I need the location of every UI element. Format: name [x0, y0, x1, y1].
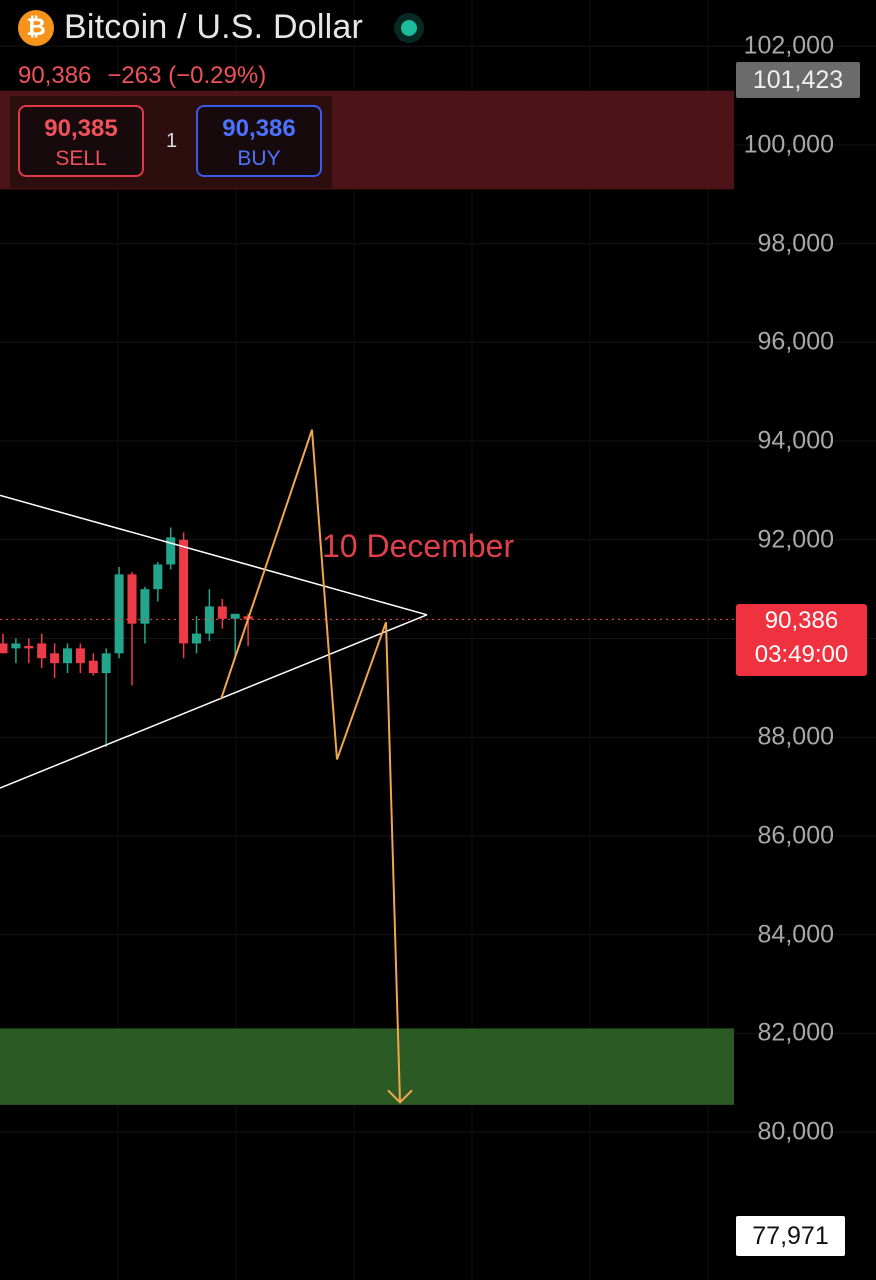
candle-body	[11, 643, 21, 649]
candle-body	[88, 660, 98, 674]
symbol-title[interactable]: Bitcoin / U.S. Dollar	[64, 8, 363, 46]
candle-body	[230, 613, 240, 619]
candle-body	[63, 648, 72, 664]
candle-body	[217, 606, 227, 619]
price-change: −263 (−0.29%)	[107, 62, 267, 89]
y-tick-label: 82,000	[757, 1018, 834, 1047]
y-tick-label: 96,000	[757, 327, 834, 356]
candle-body	[75, 648, 85, 664]
projection-arrowhead	[387, 1089, 413, 1104]
trade-panel: 90,385 SELL 1 90,386 BUY	[10, 96, 332, 188]
y-tick-label: 102,000	[743, 31, 834, 60]
candle-body	[192, 633, 201, 644]
quote-line: 90,386 −263 (−0.29%)	[18, 62, 266, 90]
high-price-tag: 101,423	[736, 62, 860, 98]
candle-body	[179, 539, 189, 644]
sell-button[interactable]: 90,385 SELL	[18, 105, 144, 177]
last-price: 90,386	[18, 62, 92, 89]
candle-body	[0, 643, 8, 654]
candle-body	[127, 574, 137, 624]
buy-price: 90,386	[222, 115, 296, 142]
candle-body	[140, 589, 150, 624]
quantity[interactable]: 1	[166, 130, 178, 152]
candle-body	[153, 564, 163, 590]
low-price-tag: 77,971	[736, 1216, 845, 1256]
y-tick-label: 100,000	[743, 130, 834, 159]
y-tick-label: 88,000	[757, 722, 834, 751]
y-tick-label: 80,000	[757, 1117, 834, 1146]
lower-trendline	[0, 614, 428, 789]
candle-body	[101, 653, 111, 674]
buy-button[interactable]: 90,386 BUY	[196, 105, 322, 177]
date-annotation: 10 December	[322, 528, 515, 564]
candle-body	[24, 645, 34, 649]
y-tick-label: 92,000	[757, 525, 834, 554]
drawings	[0, 429, 734, 1104]
bitcoin-icon: ₿	[18, 9, 54, 46]
buy-label: BUY	[237, 147, 281, 170]
y-tick-label: 86,000	[757, 821, 834, 850]
upper-trendline	[0, 494, 428, 616]
y-tick-label: 84,000	[757, 920, 834, 949]
candle-body	[114, 574, 124, 654]
projection-path	[220, 429, 401, 1103]
market-open-indicator-icon	[400, 19, 417, 36]
candles	[0, 527, 253, 748]
chart-header: ₿ Bitcoin / U.S. Dollar	[18, 8, 417, 47]
y-tick-label: 98,000	[757, 229, 834, 258]
bar-countdown: 03:49:00	[754, 641, 849, 668]
current-price-value: 90,386	[764, 607, 839, 634]
candle-body	[50, 653, 60, 664]
sell-price: 90,385	[44, 115, 118, 142]
current-price-tag: 90,386 03:49:00	[736, 604, 867, 676]
y-tick-label: 94,000	[757, 426, 834, 455]
sell-label: SELL	[55, 147, 107, 170]
candle-body	[37, 643, 47, 659]
support-zone	[0, 1028, 734, 1105]
candle-body	[166, 537, 176, 565]
candle-body	[204, 606, 214, 634]
